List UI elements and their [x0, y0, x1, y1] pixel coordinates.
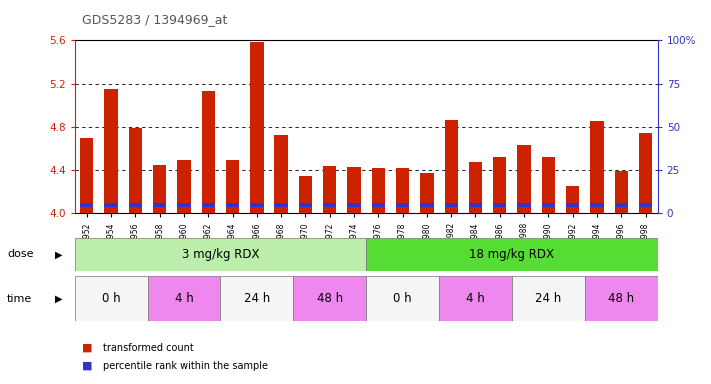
Bar — [202, 91, 215, 213]
Text: GDS5283 / 1394969_at: GDS5283 / 1394969_at — [82, 13, 227, 26]
Bar — [420, 173, 434, 213]
Bar — [420, 203, 434, 207]
Bar — [75, 238, 366, 271]
Text: 24 h: 24 h — [244, 292, 270, 305]
Bar — [177, 203, 191, 207]
Bar — [444, 120, 458, 213]
Text: time: time — [7, 293, 33, 304]
Bar — [372, 168, 385, 213]
Bar — [542, 203, 555, 207]
Text: 0 h: 0 h — [393, 292, 412, 305]
Bar — [469, 203, 482, 207]
Bar — [518, 203, 530, 207]
Bar — [542, 157, 555, 213]
Bar — [444, 203, 458, 207]
Text: 4 h: 4 h — [175, 292, 193, 305]
Text: 18 mg/kg RDX: 18 mg/kg RDX — [469, 248, 555, 261]
Text: ■: ■ — [82, 361, 92, 371]
Text: transformed count: transformed count — [103, 343, 194, 353]
Text: ■: ■ — [82, 343, 92, 353]
Bar — [105, 89, 118, 213]
Text: 48 h: 48 h — [608, 292, 634, 305]
Bar — [396, 203, 410, 207]
Text: ▶: ▶ — [55, 293, 62, 304]
Text: percentile rank within the sample: percentile rank within the sample — [103, 361, 268, 371]
Bar — [75, 276, 148, 321]
Bar — [299, 203, 312, 207]
Bar — [177, 160, 191, 213]
Bar — [590, 203, 604, 207]
Bar — [396, 168, 410, 213]
Text: dose: dose — [7, 249, 33, 260]
Bar — [226, 160, 239, 213]
Bar — [585, 276, 658, 321]
Bar — [469, 162, 482, 213]
Bar — [80, 137, 93, 213]
Bar — [366, 238, 658, 271]
Bar — [493, 157, 506, 213]
Bar — [153, 164, 166, 213]
Bar — [614, 171, 628, 213]
Bar — [105, 203, 118, 207]
Bar — [366, 276, 439, 321]
Text: ▶: ▶ — [55, 249, 62, 260]
Bar — [493, 203, 506, 207]
Bar — [294, 276, 366, 321]
Bar — [614, 203, 628, 207]
Bar — [274, 136, 288, 213]
Bar — [518, 145, 530, 213]
Bar — [299, 176, 312, 213]
Bar — [639, 133, 652, 213]
Bar — [80, 203, 93, 207]
Bar — [512, 276, 585, 321]
Bar — [226, 203, 239, 207]
Bar — [129, 203, 142, 207]
Bar — [639, 203, 652, 207]
Bar — [148, 276, 220, 321]
Bar — [439, 276, 512, 321]
Bar — [348, 167, 360, 213]
Bar — [129, 128, 142, 213]
Text: 24 h: 24 h — [535, 292, 562, 305]
Bar — [348, 203, 360, 207]
Bar — [153, 203, 166, 207]
Bar — [250, 203, 264, 207]
Text: 0 h: 0 h — [102, 292, 120, 305]
Bar — [202, 203, 215, 207]
Text: 4 h: 4 h — [466, 292, 485, 305]
Bar — [590, 121, 604, 213]
Text: 48 h: 48 h — [316, 292, 343, 305]
Text: 3 mg/kg RDX: 3 mg/kg RDX — [181, 248, 260, 261]
Bar — [372, 203, 385, 207]
Bar — [566, 186, 579, 213]
Bar — [323, 166, 336, 213]
Bar — [220, 276, 294, 321]
Bar — [566, 203, 579, 207]
Bar — [250, 43, 264, 213]
Bar — [274, 203, 288, 207]
Bar — [323, 203, 336, 207]
